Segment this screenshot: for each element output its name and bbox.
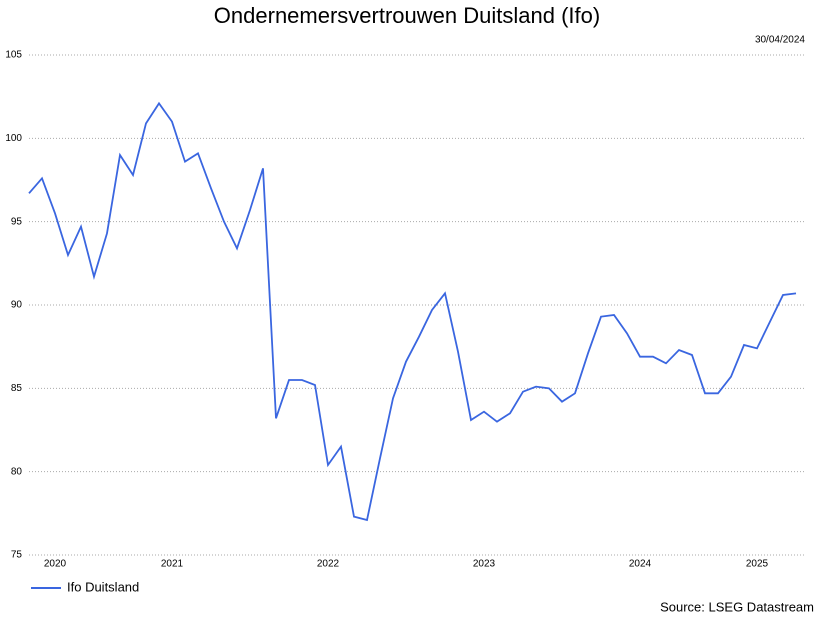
x-tick-label: 2020 bbox=[44, 559, 67, 570]
x-tick-label: 2023 bbox=[473, 559, 496, 570]
x-tick-label: 2024 bbox=[629, 559, 652, 570]
x-tick-label: 2022 bbox=[317, 559, 340, 570]
data-line bbox=[28, 101, 797, 522]
legend-label: Ifo Duitsland bbox=[67, 579, 139, 594]
date-label: 30/04/2024 bbox=[755, 35, 805, 46]
y-tick-label: 80 bbox=[11, 466, 23, 477]
y-tick-label: 100 bbox=[5, 133, 22, 144]
chart-title: Ondernemersvertrouwen Duitsland (Ifo) bbox=[214, 3, 600, 28]
x-tick-label: 2025 bbox=[746, 559, 769, 570]
source-label: Source: LSEG Datastream bbox=[660, 599, 814, 614]
y-tick-label: 105 bbox=[5, 50, 22, 61]
y-tick-label: 95 bbox=[11, 216, 23, 227]
y-tick-label: 90 bbox=[11, 300, 23, 311]
y-tick-label: 75 bbox=[11, 550, 23, 561]
x-tick-label: 2021 bbox=[161, 559, 184, 570]
y-tick-label: 85 bbox=[11, 383, 23, 394]
